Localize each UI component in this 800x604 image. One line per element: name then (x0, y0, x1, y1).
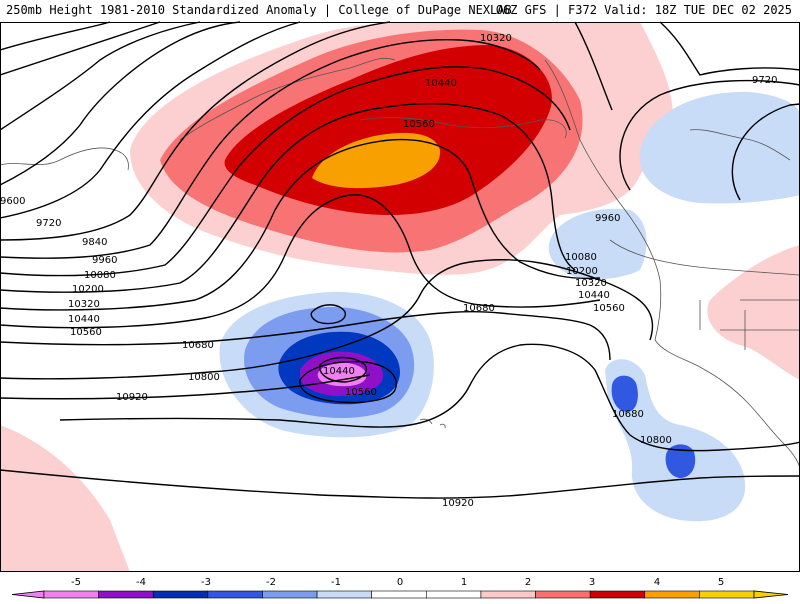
contour-label: 10920 (116, 392, 148, 403)
colorbar-segment (644, 590, 700, 599)
contour-label: 10080 (84, 270, 116, 281)
colorbar-ticks: -5 -4 -3 -2 -1 0 1 2 3 4 5 (71, 577, 724, 588)
colorbar-segment (43, 590, 99, 599)
contour-label: 10680 (182, 340, 214, 351)
contour-label: 10440 (323, 366, 355, 377)
colorbar-arrow-high (753, 590, 789, 599)
map-title: 250mb Height 1981-2010 Standardized Anom… (6, 3, 512, 17)
contour-label: 9720 (36, 218, 61, 229)
contour-label: 9840 (82, 237, 107, 248)
contour-label: 10320 (68, 299, 100, 310)
colorbar-arrow-low (11, 590, 45, 599)
contour-label: 9600 (0, 196, 25, 207)
contour-label: 10320 (480, 33, 512, 44)
contour-label: 10680 (612, 409, 644, 420)
contour-label: 9960 (92, 255, 117, 266)
contour-label: 10200 (566, 266, 598, 277)
positive-anomaly-1sd-south (0, 425, 130, 572)
colorbar-segment (152, 590, 209, 599)
contour-label: 10440 (425, 78, 457, 89)
colorbar-tick-label: -5 (71, 577, 81, 588)
model-run-info: 06Z GFS | F372 Valid: 18Z TUE DEC 02 202… (495, 3, 792, 17)
contour-label: 10560 (593, 303, 625, 314)
negative-anomaly-1sd-coast (548, 208, 647, 280)
contour-label: 10560 (403, 119, 435, 130)
contour-label: 10920 (442, 498, 474, 509)
positive-anomaly-4sd (312, 132, 441, 189)
contour-label: 10200 (72, 284, 104, 295)
colorbar-tick-label: 3 (589, 577, 595, 588)
contour-label: 10320 (575, 278, 607, 289)
colorbar-segment (480, 590, 536, 599)
colorbar-segment (98, 590, 154, 599)
colorbar-segment (426, 590, 482, 599)
contour-label: 10800 (640, 435, 672, 446)
contour-label: 10560 (345, 387, 377, 398)
contour-label: 10800 (188, 372, 220, 383)
colorbar-segment (207, 590, 263, 599)
colorbar-tick-label: -4 (136, 577, 146, 588)
negative-anomaly-2sd-south-a (611, 375, 638, 412)
negative-anomaly-2sd-south-b (665, 444, 696, 478)
contour-label: 9720 (752, 75, 777, 86)
contour-label: 10080 (565, 252, 597, 263)
contour-label: 10440 (68, 314, 100, 325)
negative-anomaly-1sd-south (605, 359, 746, 522)
colorbar-segment (535, 590, 591, 599)
contour-labels: 10320 10440 10560 9720 9600 9720 9840 99… (0, 33, 777, 509)
colorbar-segment (589, 590, 646, 599)
colorbar (11, 590, 789, 599)
colorbar-tick-label: -2 (266, 577, 276, 588)
colorbar-tick-label: -3 (201, 577, 211, 588)
colorbar-tick-label: 4 (654, 577, 660, 588)
height-contours (0, 21, 800, 499)
colorbar-tick-label: 1 (461, 577, 467, 588)
contour-label: 10440 (578, 290, 610, 301)
positive-anomaly-1sd-east (707, 245, 800, 380)
coastlines (0, 57, 800, 471)
colorbar-tick-label: 2 (525, 577, 531, 588)
colorbar-tick-label: -1 (331, 577, 341, 588)
colorbar-segment (699, 590, 755, 599)
colorbar-tick-label: 5 (718, 577, 724, 588)
contour-label: 10560 (70, 327, 102, 338)
contour-label: 10680 (463, 303, 495, 314)
contour-label: 9960 (595, 213, 620, 224)
colorbar-segment (371, 590, 427, 599)
colorbar-segment (262, 590, 318, 599)
colorbar-tick-label: 0 (397, 577, 403, 588)
colorbar-segment (316, 590, 372, 599)
